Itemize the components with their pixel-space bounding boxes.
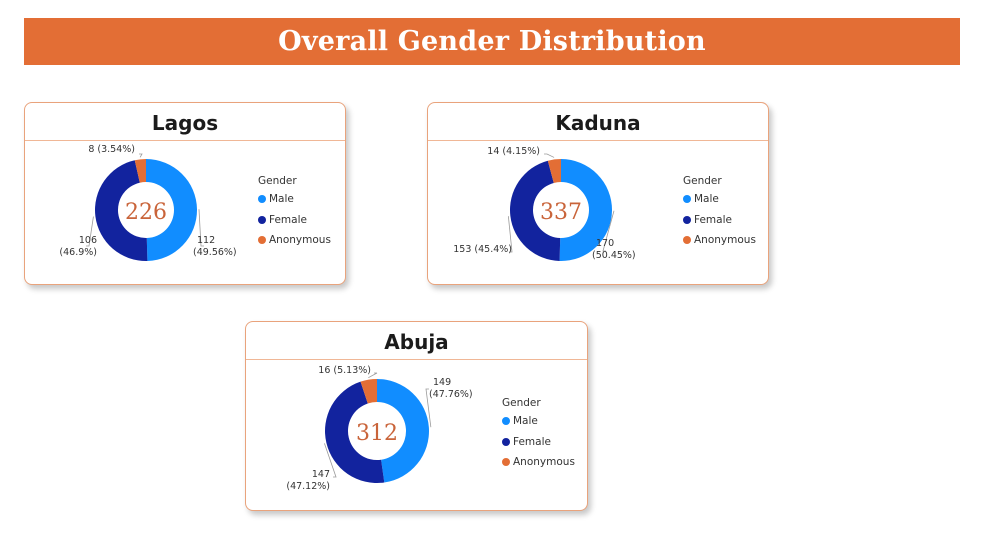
legend-title: Gender — [258, 175, 297, 187]
legend-title: Gender — [502, 397, 541, 409]
data-label-percent-male: (49.56%) — [193, 247, 237, 258]
donut-slice-male[interactable] — [377, 379, 430, 483]
data-label-leader — [602, 210, 615, 252]
legend-label-female: Female — [269, 213, 307, 226]
center-total-lagos: 226 — [125, 200, 167, 225]
data-label-leader — [324, 443, 337, 478]
legend-dot-female — [258, 215, 266, 224]
legend-dot-female — [683, 215, 691, 224]
donut-slice-female[interactable] — [509, 160, 561, 261]
legend-dot-male — [683, 195, 691, 204]
donut-chart-abuja[interactable]: 312 149(47.76%) 147(47.12%) 16 (5.13%) — [246, 322, 587, 510]
data-label-leader — [198, 209, 204, 247]
chart-card-lagos[interactable]: Lagos 226 112 (49.56%) 106 (46.9%) 8 (3.54%)… — [24, 102, 346, 285]
legend-title: Gender — [683, 175, 722, 187]
legend-kaduna: Gender Male Female Anonymous — [683, 175, 756, 251]
title-banner: Overall Gender Distribution — [24, 18, 960, 65]
donut-chart-kaduna[interactable]: 337 170(50.45%) 153 (45.4%) 14 (4.15%) — [428, 103, 768, 284]
legend-label-anonymous: Anonymous — [694, 234, 756, 247]
legend-item-female[interactable]: Female — [683, 210, 756, 231]
data-label-leader — [507, 216, 513, 253]
donut-slice-female[interactable] — [324, 381, 385, 483]
card-divider — [246, 359, 587, 360]
legend-dot-male — [502, 417, 510, 426]
data-label-leader — [544, 153, 555, 158]
donut-slice-anonymous[interactable] — [547, 159, 561, 183]
data-label-leader — [425, 388, 432, 428]
legend-dot-female — [502, 437, 510, 446]
data-label-female: 153 (45.4%) — [453, 244, 512, 255]
legend-item-male[interactable]: Male — [683, 189, 756, 210]
legend-dot-anonymous — [258, 236, 266, 245]
legend-item-anonymous[interactable]: Anonymous — [502, 452, 575, 473]
legend-item-anonymous[interactable]: Anonymous — [683, 230, 756, 251]
data-label-percent-male: (50.45%) — [592, 250, 636, 261]
chart-card-kaduna[interactable]: Kaduna 337 170 (50.45%) 153 (45.4%) 14 (4.1… — [427, 102, 769, 285]
donut-slice-anonymous[interactable] — [360, 379, 377, 404]
data-label-anonymous: 14 (4.15%) — [487, 146, 540, 157]
donut-chart-lagos[interactable]: 226 112(49.56%) 106(46.9%) 8 (3.54%) — [25, 103, 345, 284]
card-title-kaduna: Kaduna — [555, 111, 641, 135]
page-title: Overall Gender Distribution — [278, 26, 706, 57]
legend-label-male: Male — [269, 193, 294, 206]
data-label-percent-female: (46.9%) — [59, 247, 97, 258]
legend-item-anonymous[interactable]: Anonymous — [258, 230, 331, 251]
card-title-abuja: Abuja — [384, 330, 449, 354]
donut-slice-female[interactable] — [95, 160, 148, 261]
legend-item-female[interactable]: Female — [258, 210, 331, 231]
data-label-anonymous: 16 (5.13%) — [318, 365, 371, 376]
card-title-lagos: Lagos — [151, 111, 219, 135]
data-label-percent-female: (47.12%) — [286, 481, 330, 492]
legend-item-male[interactable]: Male — [502, 411, 575, 432]
legend-label-anonymous: Anonymous — [513, 456, 575, 469]
data-label-female: 147 — [312, 469, 330, 480]
center-total-abuja: 312 — [356, 421, 398, 446]
legend-label-anonymous: Anonymous — [269, 234, 331, 247]
center-total-kaduna: 337 — [540, 200, 582, 225]
legend-label-female: Female — [513, 435, 551, 448]
data-label-anonymous: 8 (3.54%) — [88, 144, 135, 155]
legend-item-male[interactable]: Male — [258, 189, 331, 210]
legend-lagos: Gender Male Female Anonymous — [258, 175, 331, 251]
legend-dot-anonymous — [502, 458, 510, 467]
legend-label-male: Male — [694, 193, 719, 206]
donut-slice-male[interactable] — [146, 159, 197, 261]
data-label-female: 106 — [79, 235, 97, 246]
legend-abuja: Gender Male Female Anonymous — [502, 397, 575, 473]
legend-item-female[interactable]: Female — [502, 432, 575, 453]
legend-dot-male — [258, 195, 266, 204]
donut-slice-anonymous[interactable] — [134, 159, 146, 183]
data-label-male: 149 — [433, 377, 451, 388]
card-divider — [25, 140, 345, 141]
data-label-male: 112 — [197, 235, 215, 246]
legend-label-female: Female — [694, 213, 732, 226]
data-label-leader — [86, 216, 94, 247]
data-label-leader — [139, 153, 143, 158]
donut-slice-male[interactable] — [559, 159, 612, 261]
data-label-leader — [368, 372, 378, 379]
data-label-male: 170 — [596, 238, 614, 249]
legend-dot-anonymous — [683, 236, 691, 245]
data-label-percent-male: (47.76%) — [429, 389, 473, 400]
chart-card-abuja[interactable]: Abuja 312 149 (47.76%) 147 (47.12%) 16 (5.13… — [245, 321, 588, 511]
card-divider — [428, 140, 768, 141]
legend-label-male: Male — [513, 415, 538, 428]
